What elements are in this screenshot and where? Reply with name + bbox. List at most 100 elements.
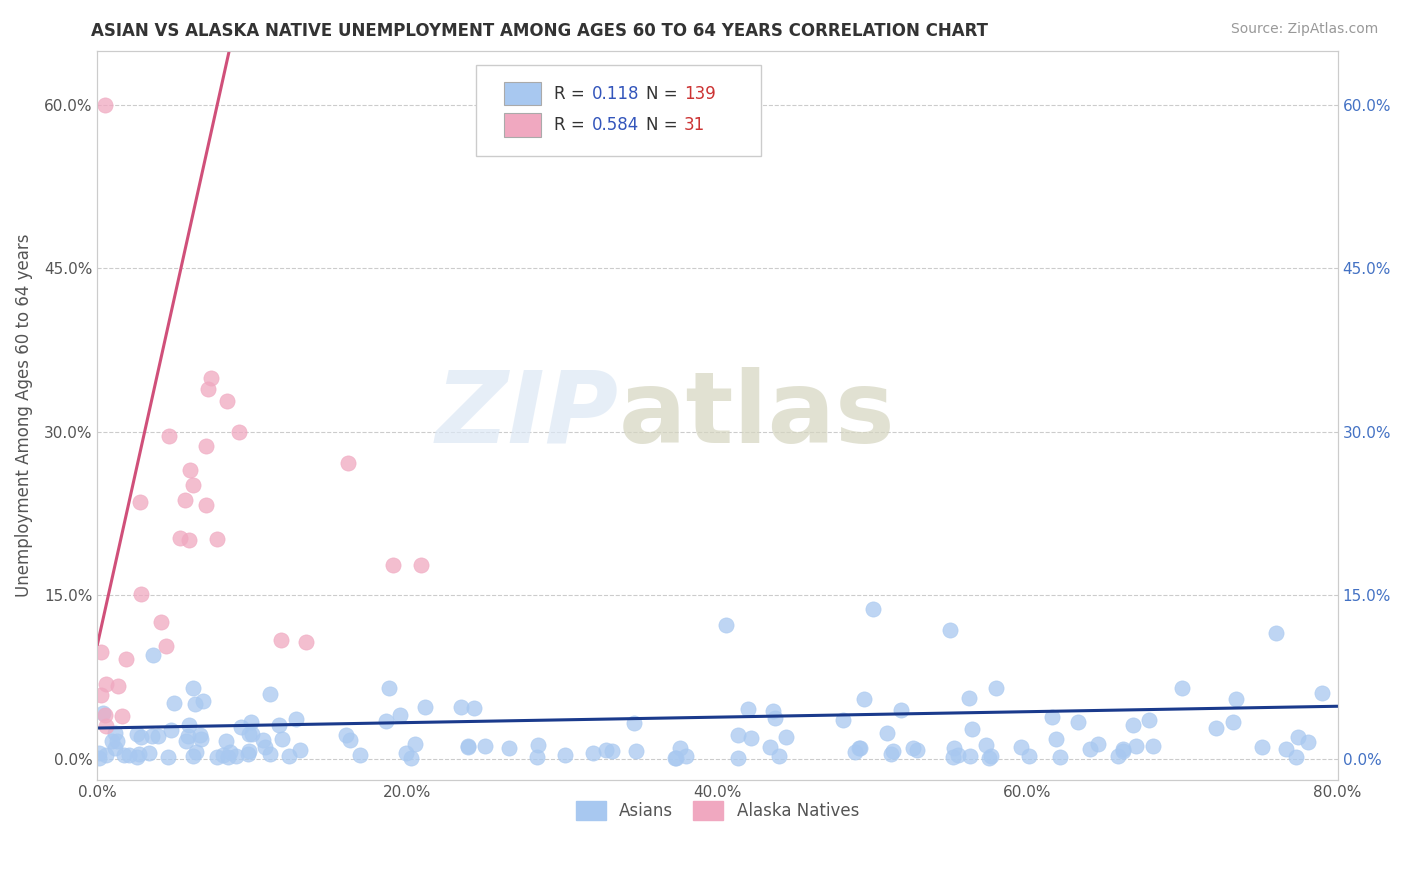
Point: [259, 747, 281, 762]
Point: [1080, 741, 1102, 756]
Point: [240, 727, 263, 741]
Point: [1112, 742, 1135, 756]
Point: [882, 744, 904, 758]
Point: [457, 739, 479, 754]
Point: [190, 732, 212, 747]
Point: [156, 749, 179, 764]
Point: [105, 734, 128, 748]
Point: [217, 394, 239, 409]
Text: R =: R =: [554, 85, 591, 103]
Point: [146, 729, 169, 743]
Point: [177, 729, 200, 743]
Point: [169, 531, 191, 545]
Point: [381, 558, 404, 572]
Point: [160, 723, 183, 738]
Point: [498, 740, 520, 755]
Point: [104, 725, 127, 739]
Text: 0.584: 0.584: [592, 116, 640, 134]
Point: [526, 738, 548, 752]
Point: [375, 714, 398, 729]
Point: [1049, 750, 1071, 764]
Point: [1125, 739, 1147, 754]
Text: atlas: atlas: [619, 367, 896, 464]
Point: [90, 688, 112, 702]
Legend: Asians, Alaska Natives: Asians, Alaska Natives: [569, 794, 866, 827]
Point: [339, 733, 361, 747]
Point: [1264, 626, 1286, 640]
Point: [409, 558, 432, 573]
Point: [104, 741, 127, 756]
Text: N =: N =: [645, 116, 682, 134]
Point: [91, 706, 114, 721]
Point: [288, 743, 311, 757]
Point: [457, 739, 479, 754]
FancyBboxPatch shape: [505, 113, 541, 136]
Point: [901, 741, 924, 756]
Point: [450, 699, 472, 714]
Point: [205, 532, 228, 546]
Point: [600, 744, 623, 758]
Point: [942, 750, 965, 764]
Point: [943, 740, 966, 755]
Point: [844, 745, 866, 759]
Point: [107, 679, 129, 693]
Point: [404, 737, 426, 751]
Point: [1139, 713, 1161, 727]
Point: [758, 740, 780, 755]
Point: [1171, 681, 1194, 695]
Point: [675, 749, 697, 764]
Point: [218, 745, 240, 759]
Point: [295, 635, 318, 649]
Point: [395, 747, 418, 761]
Point: [1122, 718, 1144, 732]
Point: [174, 493, 197, 508]
Point: [624, 743, 647, 757]
Point: [768, 749, 790, 764]
Text: ASIAN VS ALASKA NATIVE UNEMPLOYMENT AMONG AGES 60 TO 64 YEARS CORRELATION CHART: ASIAN VS ALASKA NATIVE UNEMPLOYMENT AMON…: [91, 22, 988, 40]
Point: [211, 747, 233, 762]
Point: [278, 749, 301, 764]
Point: [959, 749, 981, 764]
Point: [125, 750, 148, 764]
Point: [194, 498, 217, 512]
FancyBboxPatch shape: [505, 82, 541, 105]
Point: [138, 746, 160, 760]
Point: [762, 704, 785, 718]
Point: [848, 741, 870, 756]
Point: [179, 533, 201, 547]
Text: 0.118: 0.118: [592, 85, 640, 103]
Point: [960, 722, 983, 736]
Text: ZIP: ZIP: [436, 367, 619, 464]
Point: [1222, 714, 1244, 729]
Text: 139: 139: [685, 85, 716, 103]
Point: [94, 98, 117, 112]
Point: [141, 729, 163, 743]
Point: [740, 731, 762, 746]
Text: Source: ZipAtlas.com: Source: ZipAtlas.com: [1230, 22, 1378, 37]
Point: [526, 749, 548, 764]
Point: [181, 749, 204, 764]
Point: [129, 587, 152, 601]
Point: [1111, 743, 1133, 757]
Point: [197, 382, 219, 396]
FancyBboxPatch shape: [475, 65, 761, 156]
Point: [669, 740, 692, 755]
Point: [270, 731, 292, 746]
Point: [253, 739, 276, 754]
Point: [174, 734, 197, 748]
Point: [378, 681, 401, 695]
Point: [150, 615, 173, 629]
Point: [727, 728, 749, 742]
Point: [217, 749, 239, 764]
Point: [191, 694, 214, 708]
Point: [238, 727, 260, 741]
Point: [474, 739, 496, 754]
Point: [240, 715, 263, 730]
Point: [142, 648, 165, 662]
Point: [849, 741, 872, 756]
Point: [94, 708, 117, 723]
Point: [94, 677, 117, 691]
Point: [87, 746, 110, 760]
Point: [737, 702, 759, 716]
Point: [215, 734, 238, 748]
